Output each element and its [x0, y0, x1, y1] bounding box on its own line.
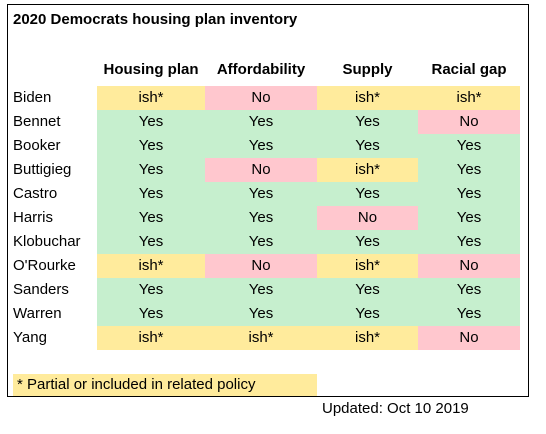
cell-racial-gap: Yes: [418, 158, 520, 182]
table-row: Bennet Yes Yes Yes No: [13, 110, 520, 134]
cell-supply: Yes: [317, 230, 418, 254]
table-row: Biden ish* No ish* ish*: [13, 86, 520, 110]
cell-housing-plan: Yes: [97, 230, 205, 254]
candidate-name: Booker: [13, 137, 61, 154]
candidate-name: Sanders: [13, 281, 69, 298]
cell-supply: No: [317, 206, 418, 230]
table-row: Booker Yes Yes Yes Yes: [13, 134, 520, 158]
cell-housing-plan: ish*: [97, 326, 205, 350]
column-header-housing-plan: Housing plan: [103, 61, 199, 78]
table-row: Buttigieg Yes No ish* Yes: [13, 158, 520, 182]
table-row: Klobuchar Yes Yes Yes Yes: [13, 230, 520, 254]
column-header-supply: Supply: [342, 61, 393, 78]
candidate-name: Klobuchar: [13, 233, 81, 250]
table-row: Warren Yes Yes Yes Yes: [13, 302, 520, 326]
cell-affordability: Yes: [205, 206, 317, 230]
footnote: * Partial or included in related policy: [13, 374, 317, 396]
cell-supply: Yes: [317, 134, 418, 158]
updated-date: Updated: Oct 10 2019: [322, 400, 469, 417]
cell-racial-gap: No: [418, 110, 520, 134]
cell-affordability: Yes: [205, 110, 317, 134]
cell-racial-gap: Yes: [418, 206, 520, 230]
cell-housing-plan: Yes: [97, 182, 205, 206]
cell-affordability: Yes: [205, 230, 317, 254]
cell-supply: ish*: [317, 326, 418, 350]
cell-affordability: Yes: [205, 134, 317, 158]
cell-supply: Yes: [317, 302, 418, 326]
cell-racial-gap: No: [418, 254, 520, 278]
cell-racial-gap: ish*: [418, 86, 520, 110]
candidate-name: Warren: [13, 305, 62, 322]
cell-housing-plan: Yes: [97, 278, 205, 302]
table-row: O'Rourke ish* No ish* No: [13, 254, 520, 278]
table-row: Castro Yes Yes Yes Yes: [13, 182, 520, 206]
cell-racial-gap: Yes: [418, 182, 520, 206]
candidate-name: Bennet: [13, 113, 61, 130]
cell-racial-gap: Yes: [418, 134, 520, 158]
candidate-name: Yang: [13, 329, 47, 346]
cell-supply: ish*: [317, 86, 418, 110]
cell-housing-plan: Yes: [97, 134, 205, 158]
candidate-name: Biden: [13, 89, 52, 106]
table-body: Biden ish* No ish* ish* Bennet Yes Yes Y…: [13, 86, 520, 350]
cell-racial-gap: Yes: [418, 302, 520, 326]
cell-racial-gap: Yes: [418, 230, 520, 254]
cell-supply: ish*: [317, 254, 418, 278]
column-header-racial-gap: Racial gap: [431, 61, 507, 78]
candidate-name: Buttigieg: [13, 161, 72, 178]
cell-affordability: Yes: [205, 278, 317, 302]
cell-affordability: No: [205, 86, 317, 110]
cell-housing-plan: Yes: [97, 206, 205, 230]
cell-supply: Yes: [317, 110, 418, 134]
cell-housing-plan: Yes: [97, 158, 205, 182]
cell-affordability: Yes: [205, 302, 317, 326]
cell-supply: Yes: [317, 278, 418, 302]
cell-affordability: Yes: [205, 182, 317, 206]
cell-supply: ish*: [317, 158, 418, 182]
candidate-name: O'Rourke: [13, 257, 76, 274]
table-row: Yang ish* ish* ish* No: [13, 326, 520, 350]
cell-housing-plan: Yes: [97, 302, 205, 326]
cell-affordability: No: [205, 158, 317, 182]
cell-racial-gap: No: [418, 326, 520, 350]
table-frame: [7, 4, 529, 397]
cell-racial-gap: Yes: [418, 278, 520, 302]
cell-housing-plan: ish*: [97, 86, 205, 110]
column-header-affordability: Affordability: [216, 61, 306, 78]
cell-housing-plan: Yes: [97, 110, 205, 134]
table-row: Sanders Yes Yes Yes Yes: [13, 278, 520, 302]
cell-supply: Yes: [317, 182, 418, 206]
cell-affordability: ish*: [205, 326, 317, 350]
cell-affordability: No: [205, 254, 317, 278]
table-row: Harris Yes Yes No Yes: [13, 206, 520, 230]
candidate-name: Castro: [13, 185, 58, 202]
candidate-name: Harris: [13, 209, 53, 226]
cell-housing-plan: ish*: [97, 254, 205, 278]
page-title: 2020 Democrats housing plan inventory: [13, 11, 298, 28]
